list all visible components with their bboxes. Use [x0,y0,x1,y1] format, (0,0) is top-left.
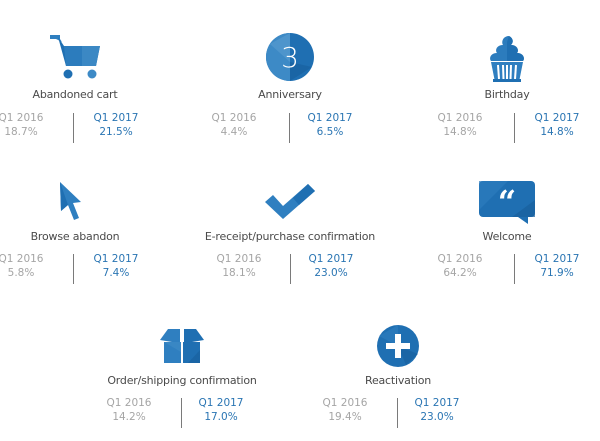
q1-2017-value: 71.9% [540,267,574,279]
q1-2016-value: 4.4% [220,126,248,138]
metric-label: Abandoned cart [32,88,118,101]
metric-stats: Q1 2016 18.7% Q1 2017 21.5% [0,111,175,145]
q1-2016-value: 18.7% [4,126,38,138]
period-label: Q1 2016 [322,397,368,409]
period-label: Q1 2017 [93,253,139,265]
q1-2016-column: Q1 2016 18.1% [204,252,274,280]
q1-2016-column: Q1 2016 19.4% [310,396,380,424]
metric-stats: Q1 2016 19.4% Q1 2017 23.0% [298,396,498,430]
q1-2016-column: Q1 2016 18.7% [0,111,56,139]
q1-2016-column: Q1 2016 5.8% [0,252,56,280]
divider [397,398,398,428]
anniversary-3-icon: 3 [266,33,314,81]
metric-stats: Q1 2016 18.1% Q1 2017 23.0% [190,252,390,286]
divider [73,113,74,143]
q1-2016-column: Q1 2016 14.2% [94,396,164,424]
metric-label: E-receipt/purchase confirmation [204,230,376,243]
metric-stats: Q1 2016 14.8% Q1 2017 14.8% [407,111,600,145]
period-label: Q1 2016 [0,253,44,265]
metric-label: Order/shipping confirmation [107,374,257,387]
q1-2016-column: Q1 2016 4.4% [199,111,269,139]
divider [181,398,182,428]
divider [514,113,515,143]
divider [289,113,290,143]
metric-label: Anniversary [258,88,322,101]
q1-2017-value: 17.0% [204,411,238,423]
period-label: Q1 2016 [216,253,262,265]
cursor-arrow-icon [60,182,81,220]
q1-2017-value: 14.8% [540,126,574,138]
q1-2017-column: Q1 2017 14.8% [522,111,592,139]
svg-text:3: 3 [281,41,299,74]
q1-2017-value: 23.0% [420,411,454,423]
period-label: Q1 2016 [437,253,483,265]
metric-label: Welcome [482,230,532,243]
period-label: Q1 2017 [307,112,353,124]
period-label: Q1 2017 [534,253,580,265]
q1-2017-value: 23.0% [314,267,348,279]
metric-stats: Q1 2016 4.4% Q1 2017 6.5% [190,111,390,145]
q1-2017-column: Q1 2017 7.4% [81,252,151,280]
period-label: Q1 2017 [414,397,460,409]
period-label: Q1 2016 [437,112,483,124]
metric-stats: Q1 2016 5.8% Q1 2017 7.4% [0,252,175,286]
divider [290,254,291,284]
metric-label: Birthday [484,88,530,101]
q1-2016-value: 14.2% [112,411,146,423]
quote-bubble-icon: “ [479,181,535,224]
period-label: Q1 2016 [211,112,257,124]
q1-2017-column: Q1 2017 71.9% [522,252,592,280]
period-label: Q1 2016 [106,397,152,409]
divider [73,254,74,284]
metric-label: Reactivation [365,374,431,387]
cupcake-icon [490,36,524,82]
divider [514,254,515,284]
svg-text:“: “ [498,183,516,221]
q1-2017-value: 21.5% [99,126,133,138]
q1-2017-column: Q1 2017 21.5% [81,111,151,139]
period-label: Q1 2017 [93,112,139,124]
metric-stats: Q1 2016 14.2% Q1 2017 17.0% [82,396,282,430]
q1-2017-column: Q1 2017 6.5% [295,111,365,139]
q1-2016-value: 19.4% [328,411,362,423]
period-label: Q1 2017 [534,112,580,124]
metric-label: Browse abandon [30,230,120,243]
q1-2016-value: 18.1% [222,267,256,279]
q1-2016-value: 64.2% [443,267,477,279]
plus-circle-icon [377,325,419,367]
period-label: Q1 2016 [0,112,44,124]
q1-2016-column: Q1 2016 14.8% [425,111,495,139]
q1-2016-value: 14.8% [443,126,477,138]
checkmark-icon [265,184,315,219]
q1-2017-value: 7.4% [102,267,130,279]
period-label: Q1 2017 [198,397,244,409]
open-box-icon [160,329,204,363]
period-label: Q1 2017 [308,253,354,265]
metric-stats: Q1 2016 64.2% Q1 2017 71.9% [407,252,600,286]
q1-2017-column: Q1 2017 23.0% [296,252,366,280]
q1-2016-column: Q1 2016 64.2% [425,252,495,280]
q1-2017-column: Q1 2017 17.0% [186,396,256,424]
q1-2017-column: Q1 2017 23.0% [402,396,472,424]
q1-2016-value: 5.8% [7,267,35,279]
q1-2017-value: 6.5% [316,126,344,138]
shopping-cart-icon [50,35,100,79]
